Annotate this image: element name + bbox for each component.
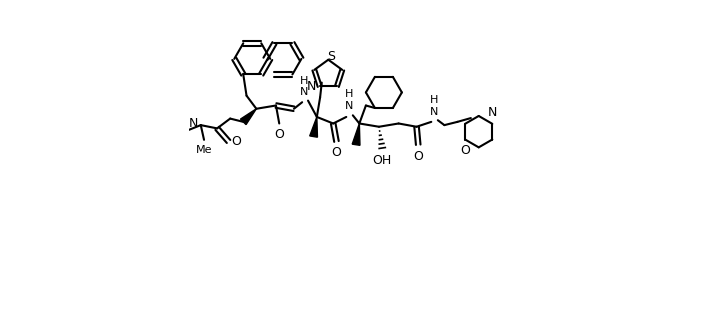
- Text: N: N: [189, 117, 198, 130]
- Text: O: O: [460, 145, 470, 157]
- Text: O: O: [275, 129, 284, 141]
- Text: O: O: [231, 135, 241, 148]
- Text: Me: Me: [196, 145, 213, 155]
- Text: O: O: [332, 146, 341, 159]
- Polygon shape: [310, 117, 318, 137]
- Text: H
N: H N: [300, 76, 308, 97]
- Polygon shape: [352, 124, 360, 145]
- Text: OH: OH: [372, 154, 392, 167]
- Text: H
N: H N: [429, 95, 438, 117]
- Text: N: N: [307, 80, 316, 93]
- Text: O: O: [413, 150, 423, 163]
- Polygon shape: [241, 109, 256, 125]
- Text: N: N: [488, 106, 497, 119]
- Text: S: S: [327, 50, 335, 63]
- Text: H
N: H N: [345, 90, 353, 111]
